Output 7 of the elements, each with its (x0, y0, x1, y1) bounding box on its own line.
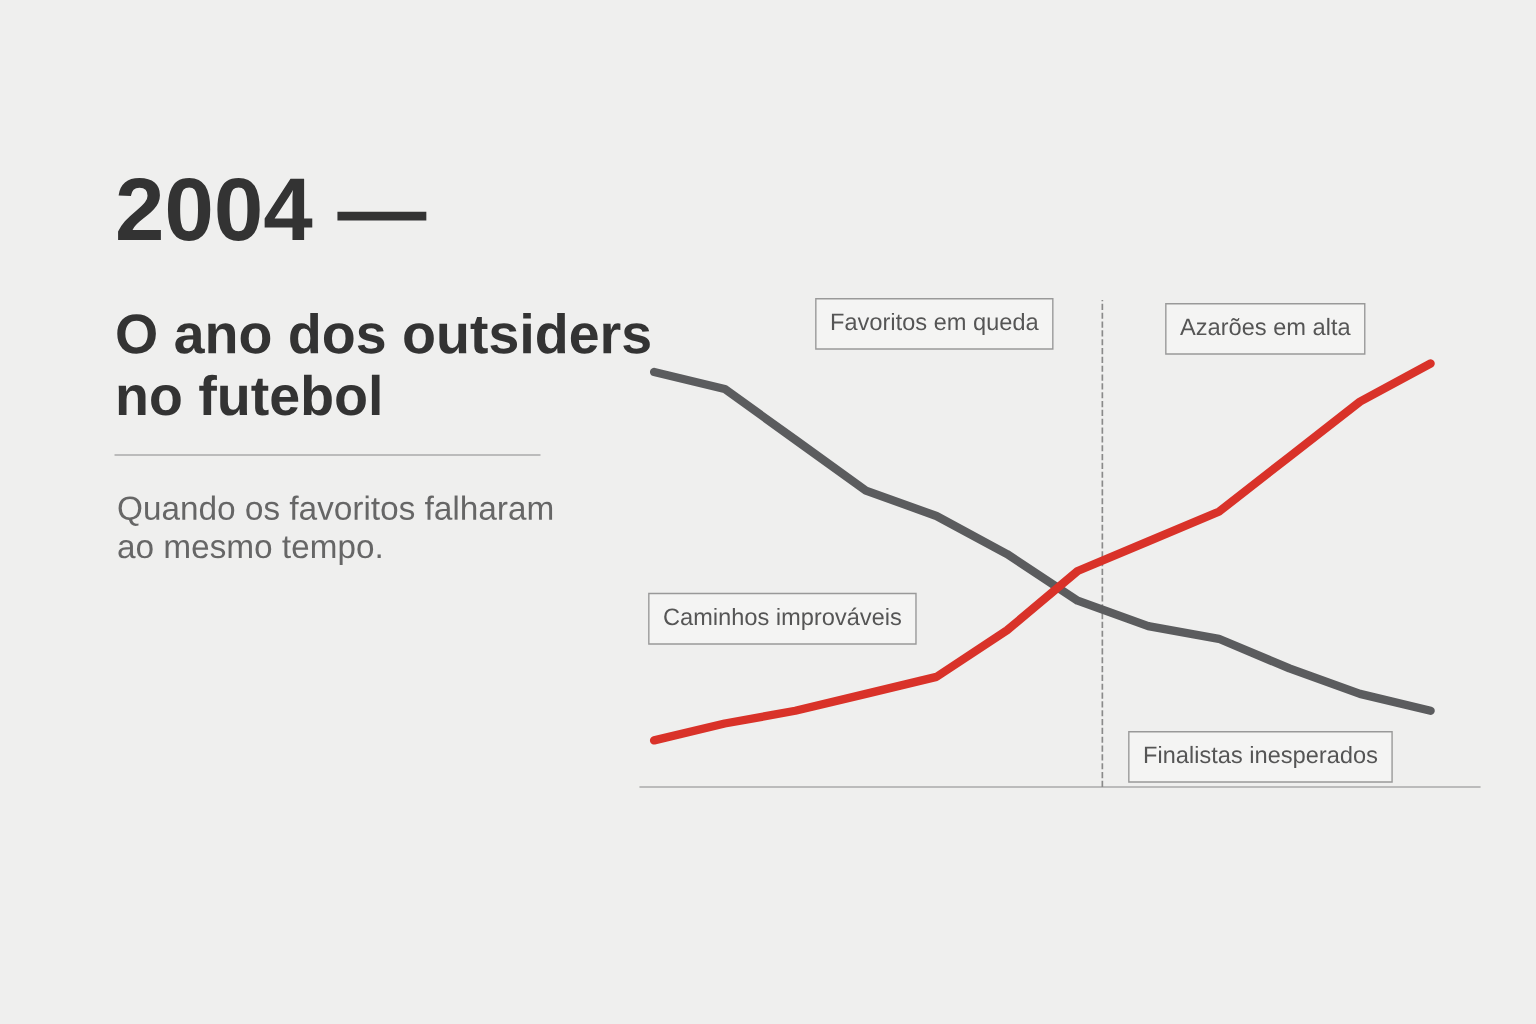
annotation: Caminhos improváveis (664, 607, 901, 630)
annotation: Finalistas inesperados (1144, 745, 1378, 768)
chart-title: 2004 — (118, 177, 427, 241)
text: Quando os favoritos falharam ao mesmo tempo. (118, 495, 553, 565)
text: Favoritos em queda (831, 312, 1039, 335)
chart-subtitle: O ano dos outsiders no futebol (117, 312, 650, 416)
text: Azarões em alta (1180, 317, 1351, 336)
